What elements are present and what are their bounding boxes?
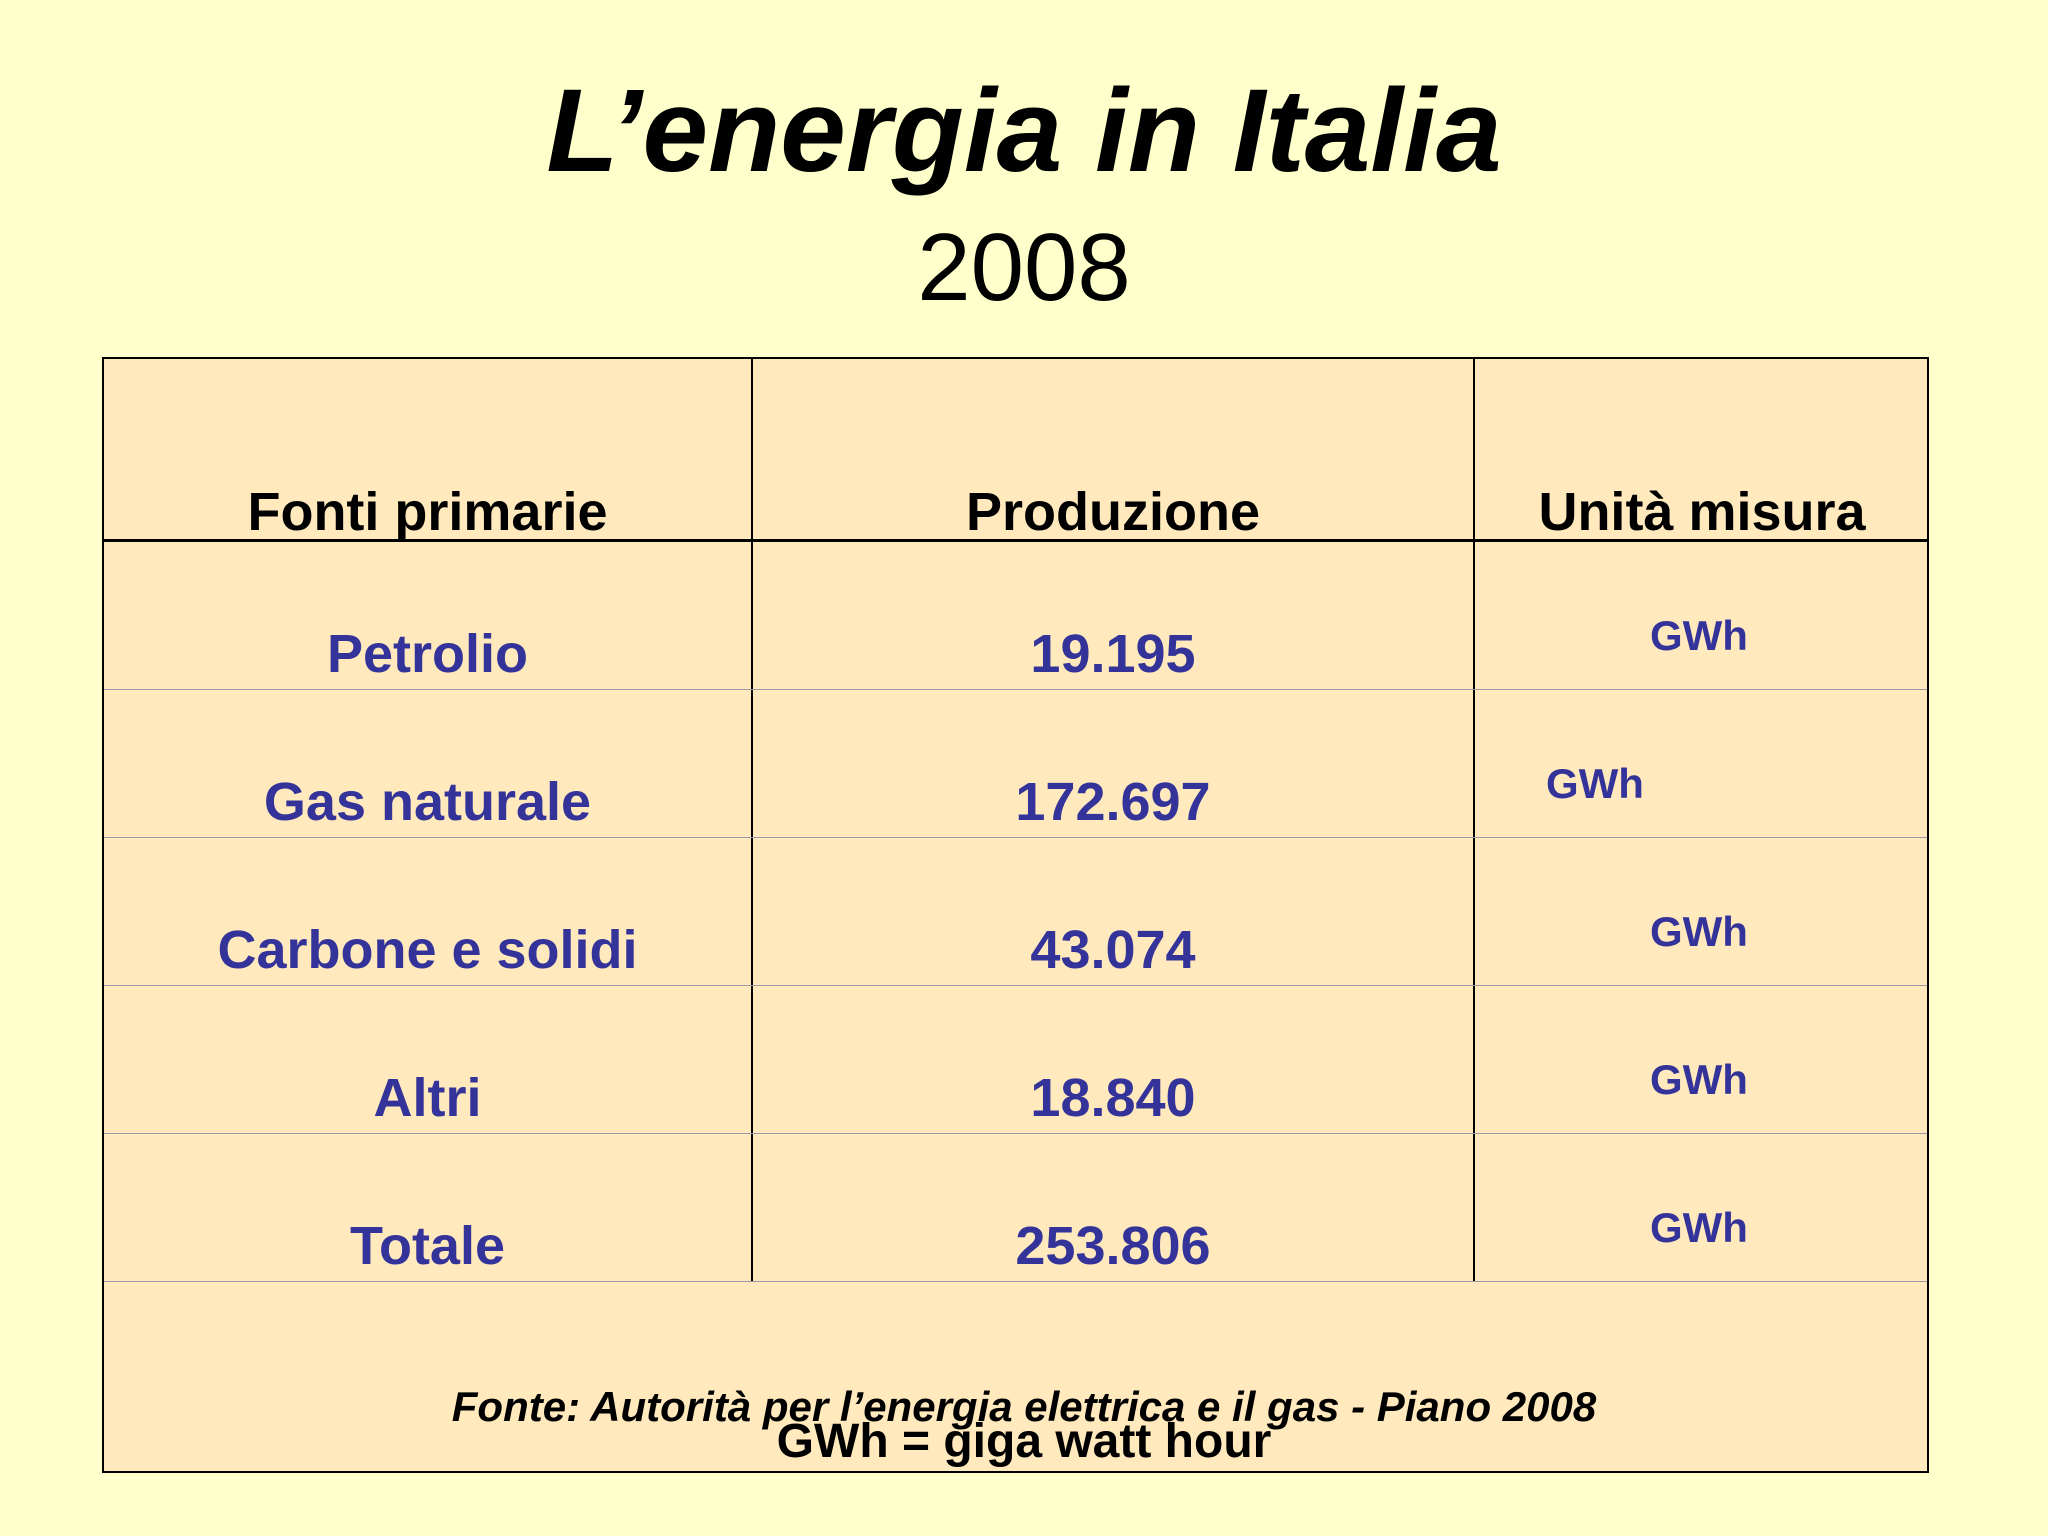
row-divider-2 bbox=[104, 837, 1927, 838]
slide-subtitle-year: 2008 bbox=[917, 214, 1131, 321]
row-divider-4 bbox=[104, 1133, 1927, 1134]
row-totale-fonte: Totale bbox=[349, 1216, 505, 1276]
row-divider-5 bbox=[104, 1281, 1927, 1282]
row-carbone-fonte: Carbone e solidi bbox=[217, 920, 638, 980]
row-carbone-produzione: 43.074 bbox=[1030, 920, 1196, 980]
column-header-produzione: Produzione bbox=[966, 482, 1260, 542]
column-header-unita: Unità misura bbox=[1538, 482, 1866, 542]
row-altri-produzione: 18.840 bbox=[1030, 1068, 1196, 1128]
header-divider bbox=[104, 539, 1927, 542]
row-gas-unita: GWh bbox=[1546, 760, 1644, 807]
row-divider-1 bbox=[104, 689, 1927, 690]
column-divider-1 bbox=[751, 359, 753, 1282]
row-totale-produzione: 253.806 bbox=[1015, 1216, 1211, 1276]
row-altri-unita: GWh bbox=[1650, 1056, 1748, 1103]
row-altri-fonte: Altri bbox=[373, 1068, 482, 1128]
unit-definition-note: GWh = giga watt hour bbox=[776, 1415, 1272, 1468]
row-divider-3 bbox=[104, 985, 1927, 986]
slide-title: L’energia in Italia bbox=[546, 65, 1502, 197]
energy-table: Fonti primarie Produzione Unità misura P… bbox=[102, 357, 1929, 1473]
row-carbone-unita: GWh bbox=[1650, 908, 1748, 955]
row-petrolio-produzione: 19.195 bbox=[1030, 624, 1196, 684]
column-divider-2 bbox=[1473, 359, 1475, 1282]
source-note: Fonte: Autorità per l’energia elettrica … bbox=[451, 1383, 1597, 1430]
row-gas-fonte: Gas naturale bbox=[263, 772, 592, 832]
row-petrolio-unita: GWh bbox=[1650, 612, 1748, 659]
row-petrolio-fonte: Petrolio bbox=[326, 624, 529, 684]
row-totale-unita: GWh bbox=[1650, 1204, 1748, 1251]
row-gas-produzione: 172.697 bbox=[1015, 772, 1211, 832]
column-header-fonti: Fonti primarie bbox=[247, 482, 608, 542]
